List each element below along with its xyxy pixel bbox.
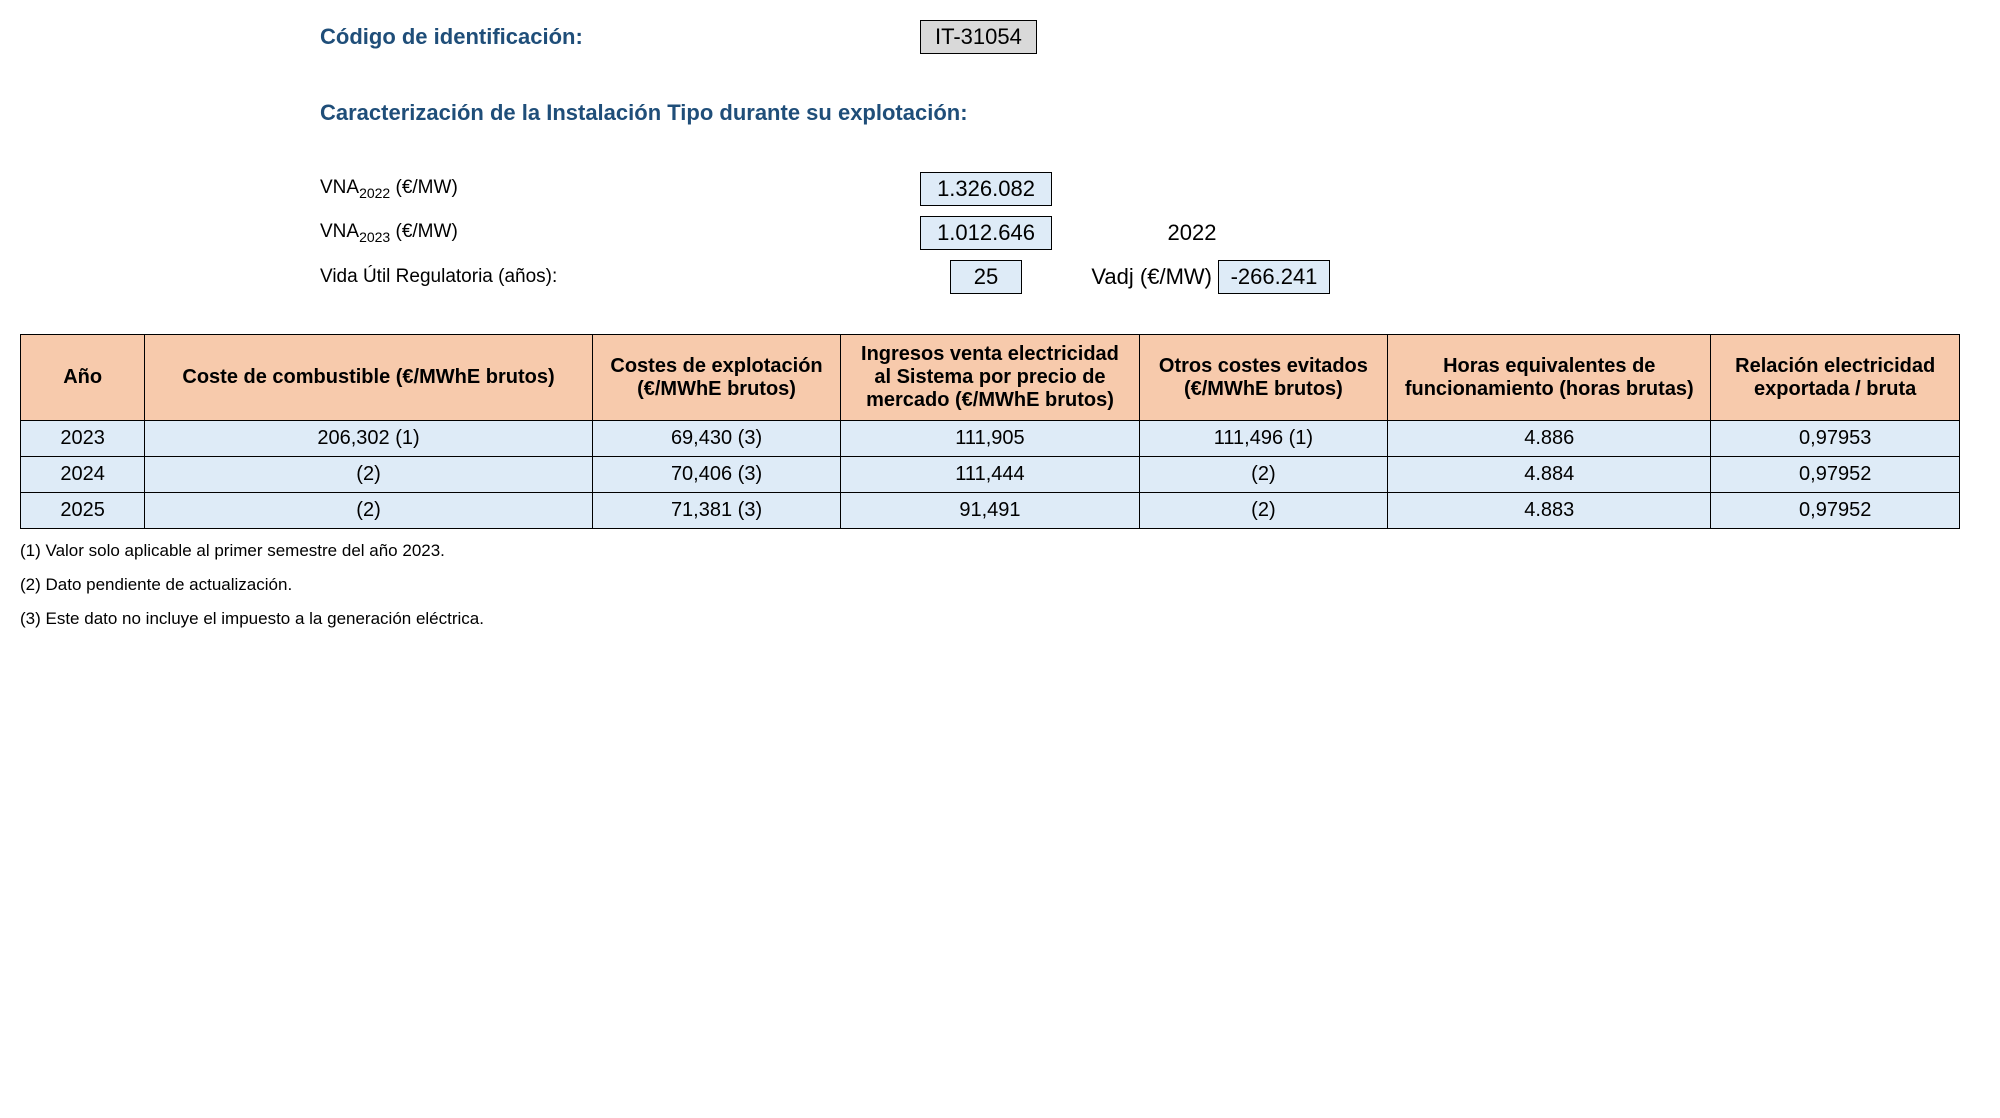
year-right: 2022 (1052, 220, 1332, 246)
cell-opex: 71,381 (3) (592, 493, 841, 529)
cell-fuel: (2) (145, 457, 592, 493)
th-opex: Costes de explotación (€/MWhE brutos) (592, 335, 841, 421)
cell-opex: 70,406 (3) (592, 457, 841, 493)
cell-year: 2025 (21, 493, 145, 529)
cell-hours: 4.886 (1388, 421, 1711, 457)
cell-ratio: 0,97952 (1711, 457, 1960, 493)
th-hours: Horas equivalentes de funcionamiento (ho… (1388, 335, 1711, 421)
cell-fuel: 206,302 (1) (145, 421, 592, 457)
th-fuel-cost: Coste de combustible (€/MWhE brutos) (145, 335, 592, 421)
vna2022-value: 1.326.082 (920, 172, 1052, 206)
cell-avoided: 111,496 (1) (1139, 421, 1388, 457)
vadj-label: Vadj (€/MW) (1052, 264, 1218, 290)
footnote-3: (3) Este dato no incluye el impuesto a l… (20, 609, 1980, 629)
data-table: Año Coste de combustible (€/MWhE brutos)… (20, 334, 1960, 529)
vida-value: 25 (950, 260, 1022, 294)
id-label: Código de identificación: (320, 24, 920, 50)
cell-ratio: 0,97952 (1711, 493, 1960, 529)
id-value-box: IT-31054 (920, 20, 1037, 54)
footnote-1: (1) Valor solo aplicable al primer semes… (20, 541, 1980, 561)
th-ratio: Relación electricidad exportada / bruta (1711, 335, 1960, 421)
cell-income: 111,444 (841, 457, 1139, 493)
footnotes: (1) Valor solo aplicable al primer semes… (20, 541, 1980, 629)
th-year: Año (21, 335, 145, 421)
table-header-row: Año Coste de combustible (€/MWhE brutos)… (21, 335, 1960, 421)
cell-avoided: (2) (1139, 457, 1388, 493)
cell-fuel: (2) (145, 493, 592, 529)
th-avoided: Otros costes evitados (€/MWhE brutos) (1139, 335, 1388, 421)
vida-label: Vida Útil Regulatoria (años): (320, 266, 920, 288)
vadj-value: -266.241 (1218, 260, 1330, 294)
cell-avoided: (2) (1139, 493, 1388, 529)
cell-ratio: 0,97953 (1711, 421, 1960, 457)
cell-hours: 4.883 (1388, 493, 1711, 529)
section-title: Caracterización de la Instalación Tipo d… (320, 100, 968, 126)
table-row: 2023 206,302 (1) 69,430 (3) 111,905 111,… (21, 421, 1960, 457)
table-row: 2024 (2) 70,406 (3) 111,444 (2) 4.884 0,… (21, 457, 1960, 493)
th-income: Ingresos venta electricidad al Sistema p… (841, 335, 1139, 421)
cell-year: 2024 (21, 457, 145, 493)
vna2023-label: VNA2023 (€/MW) (320, 221, 920, 245)
cell-opex: 69,430 (3) (592, 421, 841, 457)
cell-income: 91,491 (841, 493, 1139, 529)
footnote-2: (2) Dato pendiente de actualización. (20, 575, 1980, 595)
cell-hours: 4.884 (1388, 457, 1711, 493)
vna2022-label: VNA2022 (€/MW) (320, 177, 920, 201)
cell-year: 2023 (21, 421, 145, 457)
vna2023-value: 1.012.646 (920, 216, 1052, 250)
table-row: 2025 (2) 71,381 (3) 91,491 (2) 4.883 0,9… (21, 493, 1960, 529)
cell-income: 111,905 (841, 421, 1139, 457)
